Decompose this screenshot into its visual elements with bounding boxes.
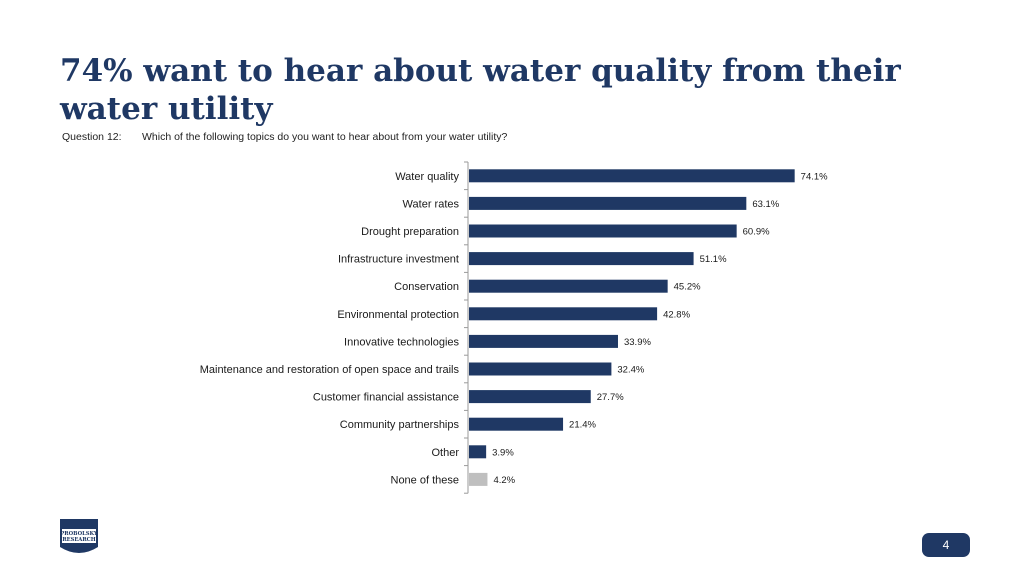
logo-band [62,529,96,543]
question-line: Question 12: Which of the following topic… [62,131,507,143]
question-text: Which of the following topics do you wan… [142,131,508,143]
bar [469,279,668,293]
bar [469,307,658,321]
category-label: Drought preparation [361,226,459,238]
slide-title: 74% want to hear about water quality fro… [60,53,901,127]
category-label: Innovative technologies [344,336,459,348]
data-label: 21.4% [569,420,596,431]
bar [469,169,795,183]
category-label: Conservation [394,281,459,293]
data-label: 42.8% [663,309,690,320]
category-label: Water quality [395,171,459,183]
question-number: Question 12: [62,131,122,143]
probolsky-research-logo: PROBOLSKY RESEARCH [60,519,98,553]
data-label: 60.9% [743,227,770,238]
data-label: 51.1% [700,254,727,265]
data-label: 32.4% [617,365,644,376]
logo-text-line2: RESEARCH [62,537,95,543]
data-label: 63.1% [752,199,779,210]
page-number-badge: 4 [922,533,970,557]
bar [469,196,747,210]
category-label: Maintenance and restoration of open spac… [200,364,460,376]
logo-text-line1: PROBOLSKY [60,531,97,537]
category-label: Other [431,447,459,459]
data-label: 3.9% [492,447,514,458]
bar [469,417,564,431]
category-label: Infrastructure investment [338,254,459,266]
data-label: 27.7% [597,392,624,403]
category-label: None of these [391,474,460,486]
bar [469,224,737,238]
bar [469,252,694,266]
data-label: 33.9% [624,337,651,348]
data-label: 45.2% [674,282,701,293]
category-label: Environmental protection [337,309,459,321]
data-label: 74.1% [801,171,828,182]
category-label: Customer financial assistance [313,392,459,404]
bar [469,390,591,404]
category-label: Water rates [403,198,460,210]
bar [469,334,618,348]
bar [469,472,488,486]
data-label: 4.2% [493,475,515,486]
bar [469,445,487,459]
category-label: Community partnerships [340,419,460,431]
bar [469,362,612,376]
